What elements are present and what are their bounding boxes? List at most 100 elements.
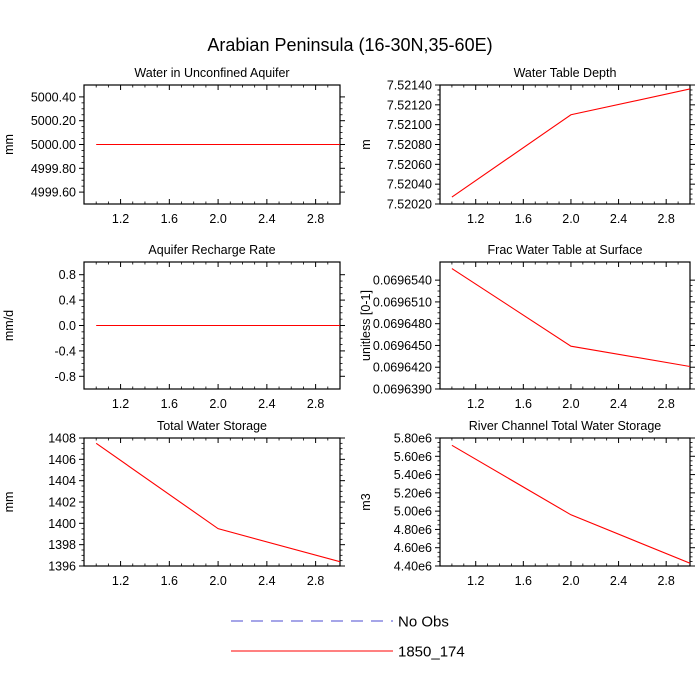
x-tick-label: 2.4	[610, 397, 627, 411]
y-tick-label: 1408	[48, 432, 76, 446]
y-tick-label: 1400	[48, 517, 76, 531]
y-tick-label: 4.80e6	[394, 523, 432, 537]
x-tick-label: 1.6	[161, 212, 178, 226]
y-tick-label: -0.4	[54, 344, 76, 358]
x-tick-label: 2.8	[307, 212, 324, 226]
x-tick-label: 2.4	[258, 212, 275, 226]
figure-title: Arabian Peninsula (16-30N,35-60E)	[207, 35, 492, 55]
panel-4: Frac Water Table at Surface 1.2 1.6 2.0 2.4 2…	[359, 243, 695, 411]
y-tick-label: 7.52060	[387, 158, 432, 172]
y-tick-label: 5.40e6	[394, 468, 432, 482]
y-tick-label: 7.52140	[387, 79, 432, 93]
y-tick-label: 5.20e6	[394, 486, 432, 500]
y-tick-label: 7.52080	[387, 138, 432, 152]
plot-frame	[439, 84, 691, 205]
panels: Water in Unconfined Aquifer 1.2 1.6 2.0 2.4 2…	[2, 66, 695, 588]
y-axis-label: m	[359, 139, 373, 149]
x-tick-label: 2.4	[610, 574, 627, 588]
x-tick-label: 1.2	[112, 574, 129, 588]
y-tick-label: 0.4	[59, 294, 76, 308]
y-tick-label: 4999.80	[31, 162, 76, 176]
x-tick-label: 1.6	[515, 397, 532, 411]
x-tick-label: 2.0	[562, 212, 579, 226]
y-tick-label: 4.40e6	[394, 560, 432, 574]
y-tick-label: 7.52040	[387, 178, 432, 192]
legend-label: 1850_174	[398, 644, 465, 661]
x-tick-label: 2.4	[258, 397, 275, 411]
y-axis-label: mm	[2, 492, 16, 513]
panel-title: Total Water Storage	[157, 419, 267, 433]
panel-title: River Channel Total Water Storage	[469, 419, 662, 433]
panel-title: Water in Unconfined Aquifer	[134, 66, 289, 80]
y-tick-label: 1398	[48, 538, 76, 552]
x-tick-label: 1.6	[515, 212, 532, 226]
y-axis-label: m3	[359, 493, 373, 510]
x-tick-label: 1.2	[112, 212, 129, 226]
plot-frame	[439, 261, 691, 390]
y-tick-label: 5000.00	[31, 138, 76, 152]
y-tick-label: 5.80e6	[394, 432, 432, 446]
y-axis-label: mm	[2, 134, 16, 155]
y-tick-label: 0.0	[59, 319, 76, 333]
plot-frame	[439, 437, 691, 567]
x-tick-label: 1.2	[467, 212, 484, 226]
x-tick-label: 2.8	[657, 212, 674, 226]
y-tick-label: 5000.20	[31, 114, 76, 128]
y-tick-label: 1406	[48, 453, 76, 467]
legend: No Obs 1850_174	[231, 614, 465, 661]
x-tick-label: 2.0	[209, 574, 226, 588]
panel-3: Aquifer Recharge Rate 1.2 1.6 2.0 2.4 2.8 -0.8…	[2, 243, 345, 411]
x-tick-label: 1.2	[467, 574, 484, 588]
y-tick-label: 5.60e6	[394, 450, 432, 464]
y-tick-label: 0.0696420	[373, 361, 432, 375]
plot-frame	[83, 437, 341, 567]
y-tick-label: -0.8	[54, 370, 76, 384]
x-tick-label: 2.0	[209, 212, 226, 226]
y-tick-label: 0.8	[59, 268, 76, 282]
x-tick-label: 2.4	[610, 212, 627, 226]
y-tick-label: 0.0696450	[373, 339, 432, 353]
panel-5: Total Water Storage 1.2 1.6 2.0 2.4 2.8 1396 13…	[2, 419, 345, 588]
y-tick-label: 5.00e6	[394, 505, 432, 519]
panel-6: River Channel Total Water Storage 1.2 1.6 2…	[359, 419, 695, 588]
series-line-1850_174	[451, 444, 690, 564]
y-axis-label: unitless [0-1]	[359, 290, 373, 361]
y-tick-label: 7.52020	[387, 198, 432, 212]
x-tick-label: 1.6	[515, 574, 532, 588]
y-tick-label: 4999.60	[31, 186, 76, 200]
x-tick-label: 2.8	[657, 397, 674, 411]
x-tick-label: 1.6	[161, 574, 178, 588]
x-tick-label: 1.2	[112, 397, 129, 411]
series-line-1850_174	[95, 442, 340, 563]
y-tick-label: 1404	[48, 474, 76, 488]
x-tick-label: 2.0	[209, 397, 226, 411]
panel-title: Frac Water Table at Surface	[488, 243, 643, 257]
y-axis-label: mm/d	[2, 310, 16, 341]
series-line-1850_174	[451, 88, 690, 198]
x-tick-label: 2.8	[307, 397, 324, 411]
y-tick-label: 7.52120	[387, 98, 432, 112]
series-line-1850_174	[451, 268, 690, 368]
panel-2: Water Table Depth 1.2 1.6 2.0 2.4 2.8 7.52020 7…	[359, 66, 695, 226]
y-tick-label: 1402	[48, 496, 76, 510]
x-tick-label: 2.0	[562, 397, 579, 411]
x-tick-label: 2.8	[657, 574, 674, 588]
y-tick-label: 0.0696510	[373, 295, 432, 309]
y-tick-label: 0.0696390	[373, 383, 432, 397]
y-tick-label: 4.60e6	[394, 541, 432, 555]
x-tick-label: 2.8	[307, 574, 324, 588]
y-tick-label: 5000.40	[31, 90, 76, 104]
y-tick-label: 7.52100	[387, 118, 432, 132]
y-tick-label: 1396	[48, 560, 76, 574]
y-tick-label: 0.0696540	[373, 274, 432, 288]
x-tick-label: 1.2	[467, 397, 484, 411]
panel-title: Water Table Depth	[514, 66, 617, 80]
legend-label: No Obs	[398, 614, 449, 631]
x-tick-label: 2.4	[258, 574, 275, 588]
x-tick-label: 2.0	[562, 574, 579, 588]
panel-title: Aquifer Recharge Rate	[148, 243, 275, 257]
panel-1: Water in Unconfined Aquifer 1.2 1.6 2.0 2.4 2…	[2, 66, 345, 226]
x-tick-label: 1.6	[161, 397, 178, 411]
y-tick-label: 0.0696480	[373, 317, 432, 331]
